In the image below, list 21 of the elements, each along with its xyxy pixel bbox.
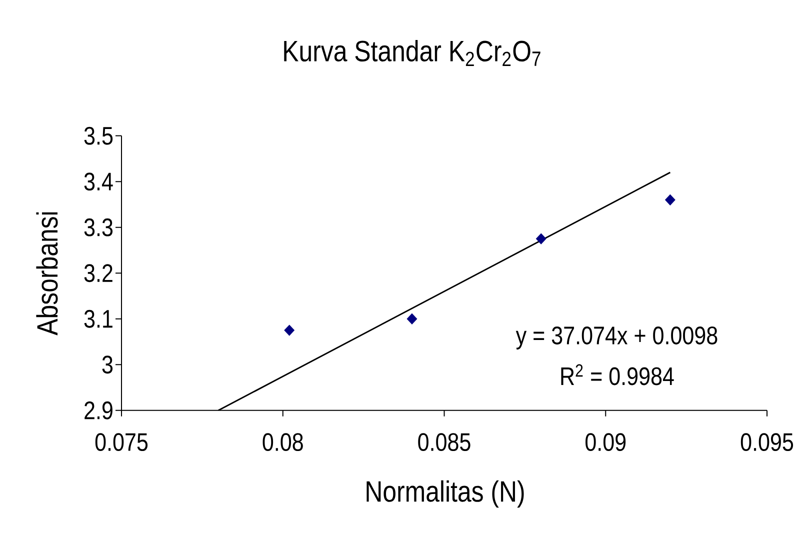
annotation: R$^{2}$ = 0.9984 <box>561 364 674 386</box>
y-tick-label: 2.9 <box>84 401 112 420</box>
point <box>284 324 294 336</box>
x-tick-label: 0.075 <box>95 433 148 452</box>
x-tick-label: 0.085 <box>418 433 470 452</box>
point <box>406 313 418 324</box>
point <box>665 194 676 206</box>
annotation: y = 37.074x + 0.0098 <box>516 326 718 350</box>
x-axis-title: Normalitas (N) <box>366 480 524 508</box>
y-tick-label: 3.5 <box>84 126 113 145</box>
y-tick-label: 3 <box>102 356 113 374</box>
point <box>536 233 546 244</box>
x-tick-label: 0.095 <box>740 433 794 452</box>
y-tick-label: 3.4 <box>84 172 113 191</box>
y-tick-label: 3.1 <box>84 310 112 328</box>
y-tick-label: 3.2 <box>84 264 112 282</box>
x-tick-label: 0.08 <box>262 433 303 452</box>
chart-title: Kurva Standar K$_{2}$Cr$_{2}$O$_{7}$ <box>284 40 540 66</box>
y-axis-title: Absorbansi <box>36 212 58 336</box>
x-tick-label: 0.09 <box>586 433 626 452</box>
y-tick-label: 3.3 <box>84 218 113 236</box>
